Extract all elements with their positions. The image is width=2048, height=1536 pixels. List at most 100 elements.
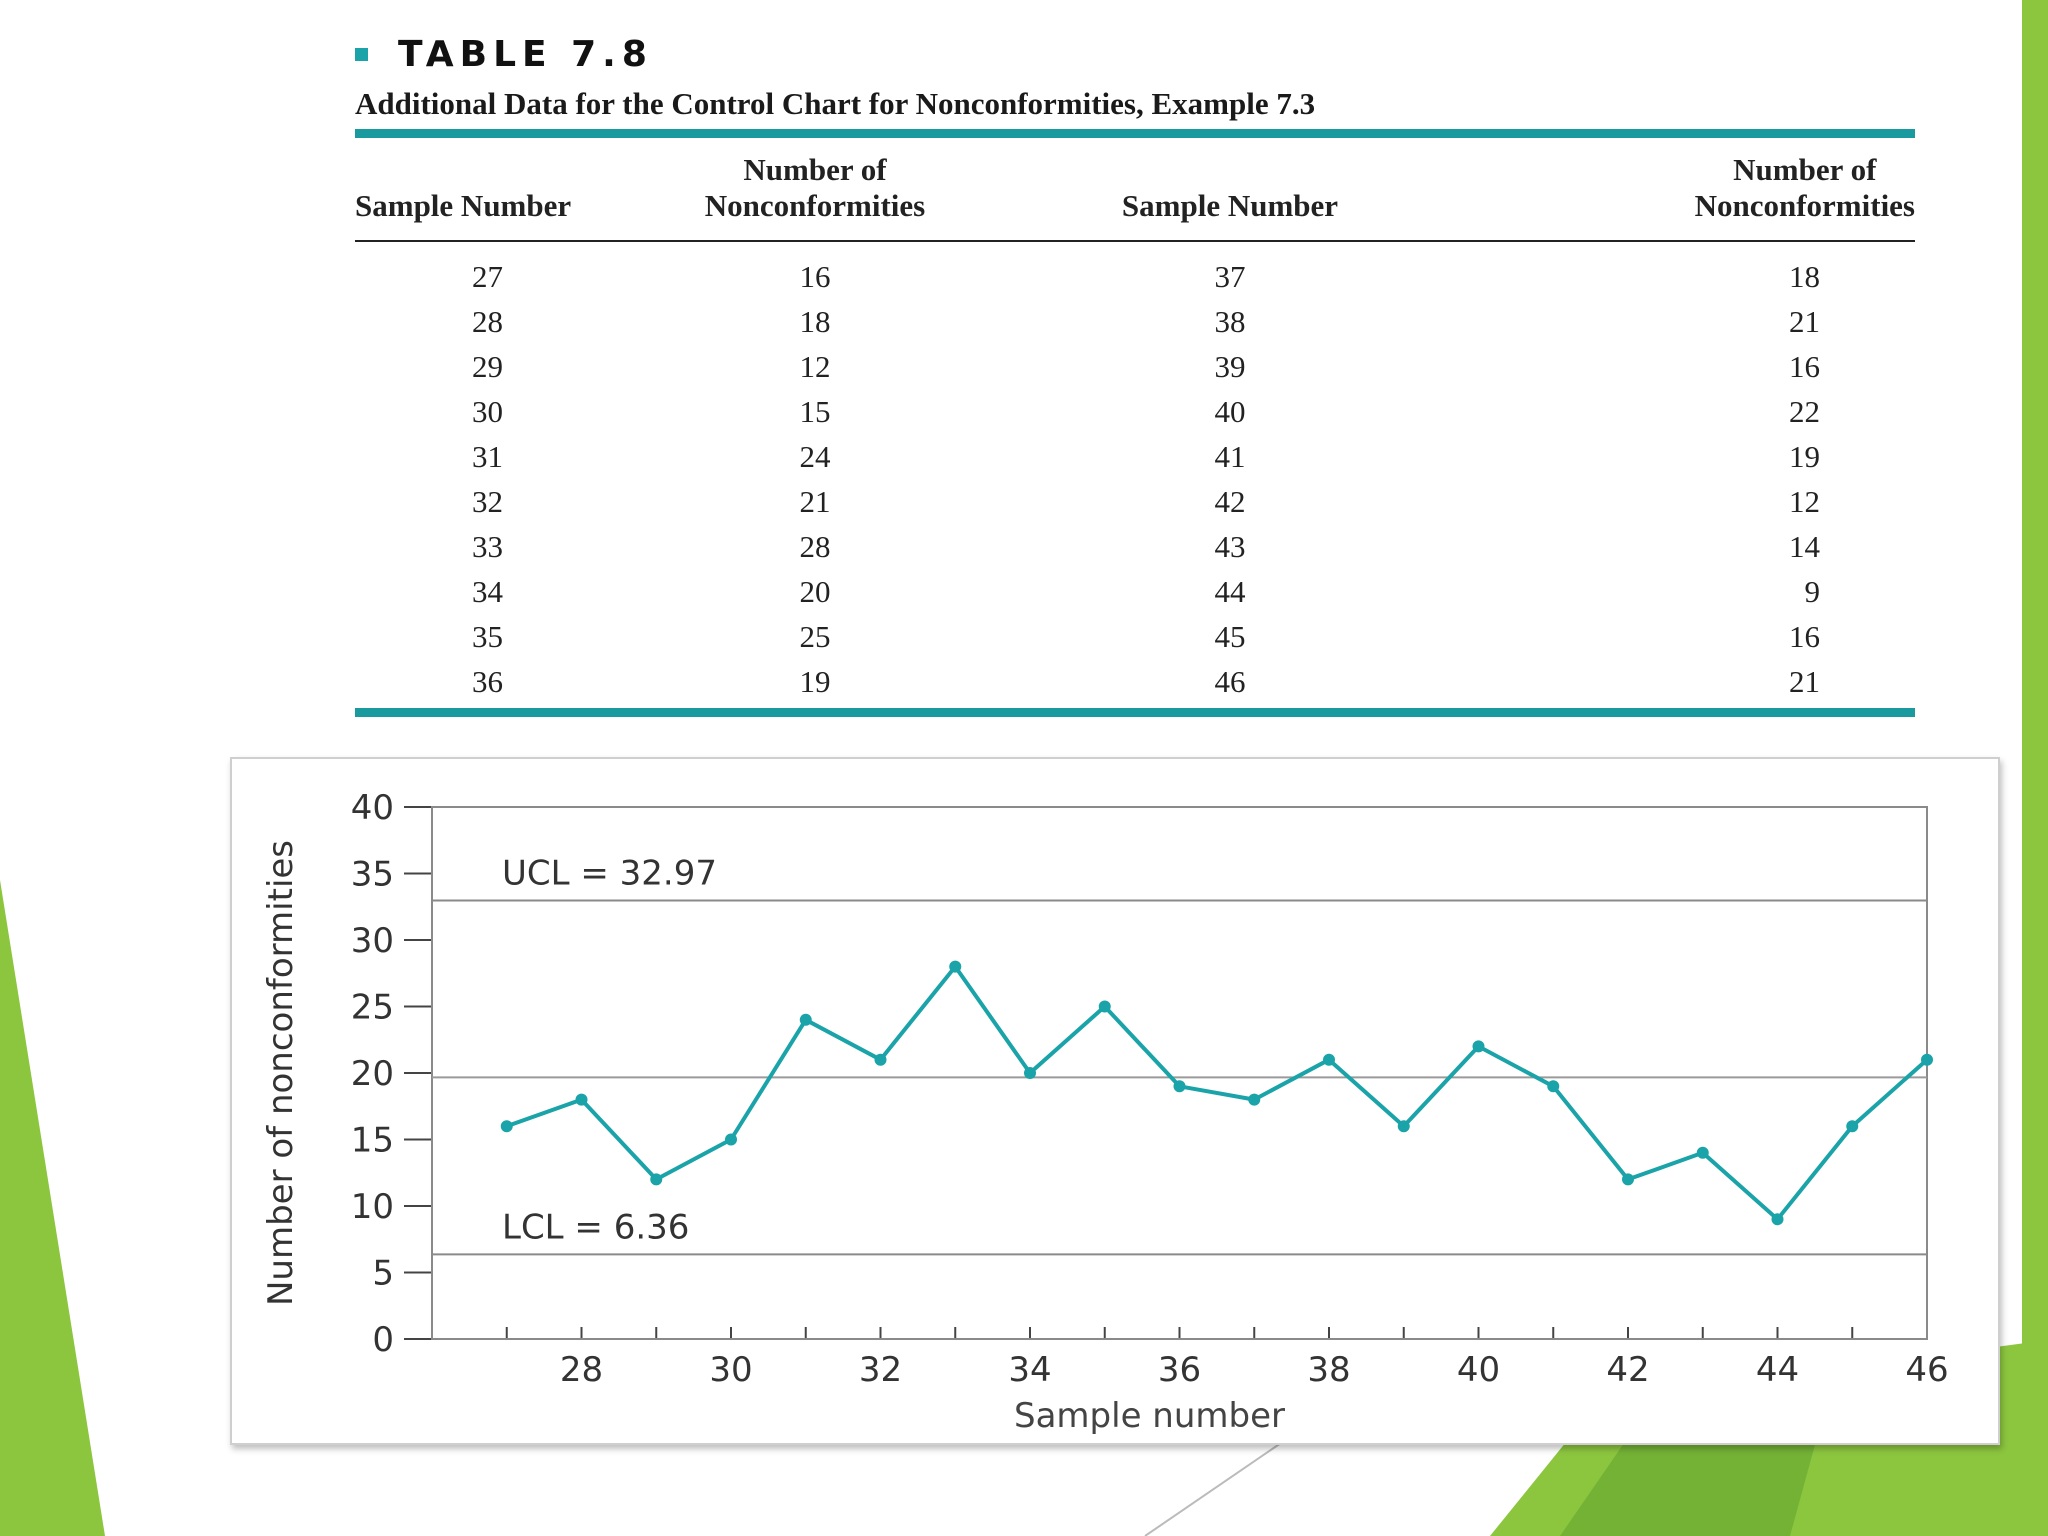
data-point	[500, 1120, 513, 1133]
table-row: 29 12 39 16	[355, 344, 1915, 389]
x-tick-label: 42	[1606, 1350, 1649, 1390]
cell-nonconformities: 18	[1789, 259, 1820, 294]
y-tick-label: 15	[351, 1121, 394, 1161]
left-green-accent	[0, 880, 105, 1536]
table-label-text: TABLE 7.8	[398, 33, 653, 75]
data-point	[874, 1053, 887, 1066]
cell-nonconformities: 9	[1804, 574, 1821, 609]
cell-nonconformities: 16	[1789, 349, 1820, 384]
cell-nonconformities: 22	[1789, 394, 1820, 429]
table-caption: Additional Data for the Control Chart fo…	[355, 86, 1316, 121]
x-tick-label: 36	[1158, 1350, 1201, 1390]
cell-nonconformities: 19	[1789, 439, 1820, 474]
data-point	[1622, 1173, 1634, 1186]
data-point	[725, 1133, 737, 1146]
cell-sample-number: 34	[472, 574, 503, 609]
cell-sample-number: 46	[1214, 664, 1246, 699]
cell-nonconformities: 28	[799, 529, 831, 564]
cell-sample-number: 40	[1214, 394, 1246, 429]
cell-nonconformities: 25	[799, 619, 831, 654]
nonconformities-table: Sample Number Number of Nonconformities S…	[355, 138, 1915, 704]
table-body: 27 16 37 18 28 18 38 21 29 12 39 16 30 15 40 22 31 24 41 19…	[355, 241, 1915, 704]
table-7-8: TABLE 7.8 Additional Data for the Contro…	[355, 30, 1915, 717]
y-tick-label: 20	[351, 1054, 394, 1094]
table-row: 30 15 40 22	[355, 389, 1915, 434]
cell-nonconformities: 14	[1789, 529, 1820, 564]
cell-sample-number: 30	[472, 394, 503, 429]
cell-nonconformities: 16	[1789, 619, 1820, 654]
x-tick-label: 30	[709, 1350, 752, 1390]
data-point	[1547, 1080, 1560, 1093]
cell-nonconformities: 19	[799, 664, 831, 699]
data-point	[1248, 1093, 1261, 1106]
y-tick-label: 25	[351, 988, 394, 1028]
series-line	[506, 964, 1929, 1222]
cell-nonconformities: 21	[799, 484, 831, 519]
cell-sample-number: 45	[1214, 619, 1246, 654]
y-tick-label: 0	[372, 1320, 394, 1360]
table-row: 36 19 46 21	[355, 659, 1915, 704]
x-tick-label: 40	[1457, 1350, 1500, 1390]
cell-sample-number: 39	[1214, 349, 1246, 384]
table-header-row: Sample Number Number of Nonconformities S…	[355, 138, 1915, 242]
table-row: 28 18 38 21	[355, 299, 1915, 344]
cell-sample-number: 33	[472, 529, 503, 564]
cell-sample-number: 29	[472, 349, 503, 384]
data-point	[1771, 1213, 1784, 1226]
x-tick-label: 46	[1905, 1350, 1948, 1390]
cell-sample-number: 44	[1214, 574, 1246, 609]
table-row: 34 20 44 9	[355, 569, 1915, 614]
cell-nonconformities: 24	[799, 439, 831, 474]
data-point	[1472, 1040, 1485, 1053]
right-green-strip	[2022, 0, 2048, 1536]
cell-nonconformities: 12	[799, 349, 831, 384]
cell-sample-number: 36	[472, 664, 503, 699]
cell-nonconformities: 20	[799, 574, 831, 609]
table-bottom-rule	[355, 708, 1915, 717]
x-axis-label: Sample number	[1014, 1396, 1285, 1436]
data-point	[1846, 1120, 1859, 1133]
cell-nonconformities: 16	[799, 259, 831, 294]
cell-sample-number: 32	[472, 484, 503, 519]
y-tick-label: 30	[351, 921, 394, 961]
cell-sample-number: 31	[472, 439, 503, 474]
data-point	[650, 1173, 663, 1186]
data-point	[575, 1093, 588, 1106]
data-point	[1173, 1080, 1186, 1093]
x-tick-label: 32	[859, 1350, 902, 1390]
data-point	[1323, 1053, 1335, 1066]
y-axis-label: Number of nonconformities	[261, 840, 301, 1306]
decor-line	[1144, 1429, 1301, 1536]
cell-nonconformities: 21	[1789, 304, 1820, 339]
header-nonconformities-1: Number of Nonconformities	[625, 138, 1005, 242]
table-row: 35 25 45 16	[355, 614, 1915, 659]
table-row: 33 28 43 14	[355, 524, 1915, 569]
data-point	[1098, 1000, 1111, 1013]
table-label: TABLE 7.8	[355, 30, 1915, 78]
x-tick-label: 34	[1008, 1350, 1051, 1390]
cell-sample-number: 43	[1214, 529, 1246, 564]
cell-nonconformities: 18	[799, 304, 831, 339]
lcl-label: LCL = 6.36	[502, 1207, 689, 1247]
x-tick-label: 44	[1756, 1350, 1799, 1390]
x-tick-label: 28	[560, 1350, 603, 1390]
cell-sample-number: 27	[472, 259, 503, 294]
control-chart-panel: 0 5 10 15 20 25 30 35 40 28 30 32 34 36 38 40 42 44 46 UC…	[230, 757, 2000, 1445]
cell-nonconformities: 15	[799, 394, 831, 429]
data-point	[1696, 1146, 1709, 1159]
table-top-rule	[355, 129, 1915, 138]
plot-frame	[431, 806, 1928, 1340]
y-tick-label: 5	[372, 1254, 394, 1294]
cell-sample-number: 37	[1214, 259, 1246, 294]
y-tick-label: 35	[351, 855, 394, 895]
header-nonconformities-2: Number of Nonconformities	[1455, 138, 1915, 242]
y-tick-label: 10	[351, 1187, 394, 1227]
data-point	[1024, 1067, 1036, 1079]
control-chart: 0 5 10 15 20 25 30 35 40 28 30 32 34 36 38 40 42 44 46 UC…	[261, 788, 1949, 1436]
header-sample-number-2: Sample Number	[1005, 138, 1455, 242]
table-row: 32 21 42 12	[355, 479, 1915, 524]
cell-sample-number: 42	[1214, 484, 1246, 519]
cell-sample-number: 41	[1214, 439, 1246, 474]
cell-nonconformities: 21	[1789, 664, 1820, 699]
table-row: 27 16 37 18	[355, 241, 1915, 299]
